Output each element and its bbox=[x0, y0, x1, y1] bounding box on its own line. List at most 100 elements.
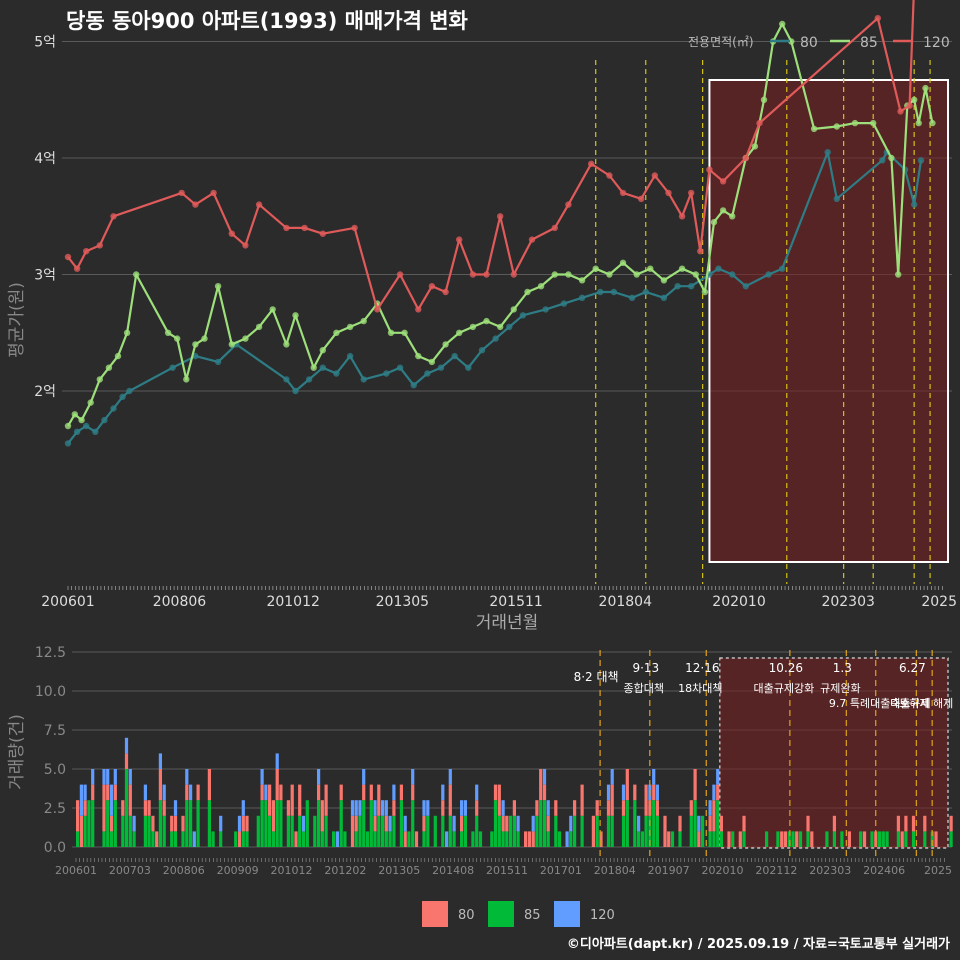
data-point-85 bbox=[633, 271, 640, 278]
volume-bar-120 bbox=[260, 769, 264, 785]
data-point-120 bbox=[756, 119, 763, 127]
volume-bar-85 bbox=[896, 831, 901, 847]
volume-bar-80 bbox=[806, 815, 810, 832]
volume-bar-80 bbox=[403, 831, 407, 847]
volume-bar-120 bbox=[463, 800, 468, 816]
data-point-80 bbox=[660, 294, 668, 301]
volume-bar-120 bbox=[185, 769, 189, 785]
volume-bar-80 bbox=[697, 831, 701, 847]
volume-bar-80 bbox=[102, 784, 106, 832]
data-point-80 bbox=[542, 306, 549, 313]
volume-bar-80 bbox=[795, 831, 799, 847]
volume-bar-85 bbox=[930, 831, 934, 847]
data-point-85 bbox=[751, 143, 759, 150]
x-tick-label: 201012 bbox=[266, 594, 319, 610]
volume-bar-85 bbox=[516, 831, 520, 847]
volume-x-tick-label: 200806 bbox=[163, 864, 205, 877]
volume-bar-85 bbox=[493, 800, 498, 847]
volume-bar-85 bbox=[904, 831, 908, 847]
volume-bar-85 bbox=[625, 800, 629, 847]
volume-bar-80 bbox=[648, 800, 652, 816]
volume-bar-85 bbox=[501, 831, 505, 847]
volume-bar-80 bbox=[147, 800, 151, 816]
volume-bar-80 bbox=[260, 784, 264, 801]
volume-bar-80 bbox=[268, 784, 272, 816]
volume-bar-85 bbox=[132, 831, 136, 847]
volume-bar-85 bbox=[580, 815, 584, 847]
area-legend: 전용면적(㎡) 80 85 120 bbox=[688, 35, 950, 51]
volume-bar-80 bbox=[279, 784, 283, 801]
data-point-120 bbox=[638, 195, 645, 202]
data-point-85 bbox=[71, 411, 79, 418]
volume-bar-120 bbox=[106, 769, 110, 785]
volume-bar-85 bbox=[433, 815, 437, 847]
volume-bar-120 bbox=[91, 769, 95, 785]
volume-bar-85 bbox=[448, 815, 452, 847]
volume-bar-120 bbox=[109, 784, 114, 816]
data-point-80 bbox=[765, 271, 772, 278]
volume-bar-120 bbox=[173, 800, 178, 816]
volume-bar-80 bbox=[497, 784, 501, 816]
event-label-bottom: 대출규제강화 bbox=[753, 682, 814, 695]
volume-bar-80 bbox=[121, 800, 125, 816]
volume-bar-85 bbox=[407, 831, 411, 847]
data-point-85 bbox=[911, 96, 918, 104]
volume-bar-80 bbox=[109, 815, 114, 832]
data-point-80 bbox=[396, 364, 404, 371]
volume-bar-80 bbox=[780, 831, 784, 847]
volume-bar-85 bbox=[716, 800, 720, 847]
volume-bar-80 bbox=[143, 800, 148, 816]
volume-bar-85 bbox=[505, 831, 509, 847]
volume-bar-85 bbox=[143, 815, 148, 847]
data-point-85 bbox=[524, 288, 531, 296]
volume-bar-120 bbox=[237, 815, 242, 832]
data-point-80 bbox=[169, 364, 176, 371]
volume-bar-80 bbox=[862, 831, 867, 847]
volume-bar-85 bbox=[162, 815, 166, 847]
volume-bar-120 bbox=[531, 815, 535, 832]
data-point-85 bbox=[292, 312, 299, 319]
volume-bar-85 bbox=[708, 831, 712, 847]
data-point-85 bbox=[228, 341, 235, 348]
data-point-85 bbox=[123, 329, 131, 336]
volume-bar-85 bbox=[317, 800, 321, 847]
data-point-85 bbox=[360, 317, 367, 325]
volume-bar-80 bbox=[716, 784, 720, 801]
data-point-85 bbox=[105, 364, 113, 371]
data-point-80 bbox=[578, 294, 586, 301]
data-point-80 bbox=[346, 352, 354, 360]
volume-bar-120 bbox=[219, 815, 223, 832]
data-point-85 bbox=[929, 119, 936, 127]
data-point-80 bbox=[283, 376, 290, 383]
volume-bar-85 bbox=[840, 831, 844, 847]
data-point-120 bbox=[665, 189, 672, 197]
volume-bar-120 bbox=[158, 753, 163, 769]
event-label-top: 6.27 bbox=[899, 661, 926, 675]
volume-bar-85 bbox=[219, 831, 223, 847]
data-point-85 bbox=[537, 283, 545, 290]
volume-bar-85 bbox=[305, 800, 309, 847]
volume-x-tick-label: 201202 bbox=[324, 864, 366, 877]
volume-bar-85 bbox=[121, 815, 125, 847]
volume-bar-80 bbox=[712, 800, 716, 832]
volume-bar-120 bbox=[712, 784, 716, 801]
volume-bar-85 bbox=[490, 831, 494, 847]
volume-x-tick-label: 200909 bbox=[217, 864, 259, 877]
data-point-80 bbox=[465, 364, 472, 371]
x-tick-label: 201511 bbox=[489, 594, 542, 610]
volume-bar-85 bbox=[275, 800, 279, 847]
volume-bar-85 bbox=[343, 831, 347, 847]
volume-bar-80 bbox=[655, 800, 660, 816]
x-tick-label: 201305 bbox=[376, 594, 429, 610]
volume-bar-85 bbox=[478, 831, 483, 847]
volume-bar-80 bbox=[896, 815, 901, 832]
data-point-120 bbox=[551, 224, 558, 232]
volume-bar-120 bbox=[542, 769, 547, 785]
volume-bar-85 bbox=[185, 800, 189, 847]
data-point-120 bbox=[110, 213, 117, 220]
legend-title: 전용면적(㎡) bbox=[688, 35, 754, 49]
volume-bar-85 bbox=[260, 800, 264, 847]
volume-y-tick-label: 2.5 bbox=[44, 801, 66, 817]
volume-bar-80 bbox=[317, 784, 321, 801]
volume-x-tick-label: 201511 bbox=[486, 864, 528, 877]
